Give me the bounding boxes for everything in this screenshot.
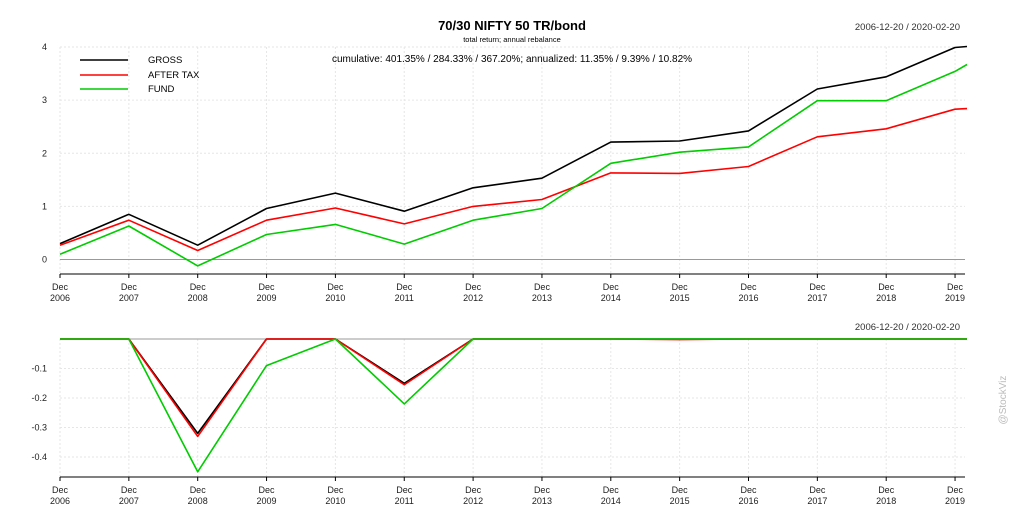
bottom-x-tick-label: 2008 (188, 496, 208, 506)
watermark: @StockViz (998, 376, 1009, 425)
chart-subtitle: total return; annual rebalance (463, 35, 561, 44)
bottom-series-gross (60, 338, 967, 435)
bottom-series-fund (60, 338, 967, 473)
chart-title: 70/30 NIFTY 50 TR/bond (438, 18, 586, 33)
bottom-y-tick-label: -0.3 (31, 423, 47, 433)
legend: GROSS AFTER TAX FUND (80, 55, 200, 95)
bottom-x-tick-label: 2015 (670, 496, 690, 506)
top-x-tick-label: 2011 (395, 293, 414, 303)
legend-label-after-tax: AFTER TAX (148, 70, 200, 81)
top-x-tick-label: 2018 (876, 293, 896, 303)
top-x-tick-label: Dec (465, 282, 482, 292)
top-y-tick-label: 3 (42, 95, 47, 105)
bottom-x-tick-label: Dec (809, 485, 826, 495)
top-y-tick-label: 1 (42, 201, 47, 211)
top-x-tick-label: Dec (121, 282, 138, 292)
bottom-x-tick-label: Dec (672, 485, 689, 495)
legend-label-gross: GROSS (148, 55, 182, 66)
top-x-tick-label: Dec (259, 282, 276, 292)
top-x-tick-label: Dec (534, 282, 551, 292)
bottom-x-tick-label: 2011 (395, 496, 414, 506)
legend-label-fund: FUND (148, 84, 175, 95)
bottom-x-tick-label: Dec (740, 485, 757, 495)
top-x-tick-label: Dec (878, 282, 895, 292)
bottom-x-tick-label: 2019 (945, 496, 965, 506)
bottom-x-tick-label: 2017 (807, 496, 827, 506)
top-axes: 01234Dec2006Dec2007Dec2008Dec2009Dec2010… (42, 42, 965, 303)
bottom-x-tick-label: 2016 (738, 496, 758, 506)
top-gridlines (59, 46, 965, 274)
top-x-tick-label: Dec (672, 282, 689, 292)
bottom-x-tick-label: Dec (52, 485, 69, 495)
top-x-tick-label: 2012 (463, 293, 483, 303)
top-x-tick-label: 2019 (945, 293, 965, 303)
bottom-x-tick-label: 2006 (50, 496, 70, 506)
bottom-x-tick-label: 2007 (119, 496, 139, 506)
bottom-x-tick-label: 2010 (325, 496, 345, 506)
top-x-tick-label: 2009 (257, 293, 277, 303)
cumulative-annotation: cumulative: 401.35% / 284.33% / 367.20%;… (332, 54, 692, 65)
top-x-tick-label: Dec (327, 282, 344, 292)
bottom-series-after-tax (60, 338, 967, 438)
top-x-tick-label: 2007 (119, 293, 139, 303)
top-x-tick-label: 2015 (670, 293, 690, 303)
bottom-x-tick-label: Dec (878, 485, 895, 495)
bottom-x-tick-label: 2013 (532, 496, 552, 506)
bottom-y-tick-label: -0.2 (31, 393, 47, 403)
bottom-x-tick-label: Dec (947, 485, 964, 495)
bottom-x-tick-label: 2009 (257, 496, 277, 506)
top-x-tick-label: Dec (396, 282, 413, 292)
bottom-x-tick-label: Dec (603, 485, 620, 495)
bottom-x-tick-label: Dec (259, 485, 276, 495)
top-x-tick-label: Dec (947, 282, 964, 292)
top-x-tick-label: 2014 (601, 293, 621, 303)
top-series-after-tax (59, 107, 968, 252)
top-x-tick-label: 2008 (188, 293, 208, 303)
bottom-gridlines (59, 339, 965, 477)
top-x-tick-label: Dec (190, 282, 207, 292)
bottom-axes: -0.1-0.2-0.3-0.4Dec2006Dec2007Dec2008Dec… (31, 338, 965, 506)
bottom-date-range: 2006-12-20 / 2020-02-20 (855, 322, 960, 333)
bottom-x-tick-label: Dec (396, 485, 413, 495)
top-x-tick-label: 2017 (807, 293, 827, 303)
top-date-range: 2006-12-20 / 2020-02-20 (855, 22, 960, 33)
bottom-x-tick-label: Dec (327, 485, 344, 495)
top-x-tick-label: 2013 (532, 293, 552, 303)
top-x-tick-label: Dec (809, 282, 826, 292)
top-x-tick-label: Dec (52, 282, 69, 292)
top-y-tick-label: 0 (42, 255, 47, 265)
top-x-tick-label: 2016 (738, 293, 758, 303)
bottom-y-tick-label: -0.4 (31, 452, 47, 462)
bottom-x-tick-label: 2012 (463, 496, 483, 506)
bottom-x-tick-label: 2018 (876, 496, 896, 506)
bottom-series-lines (60, 338, 967, 473)
bottom-x-tick-label: Dec (121, 485, 138, 495)
bottom-x-tick-label: Dec (534, 485, 551, 495)
top-series-fund (59, 63, 968, 267)
top-x-tick-label: 2010 (325, 293, 345, 303)
top-series-gross (59, 45, 968, 246)
top-x-tick-label: 2006 (50, 293, 70, 303)
top-x-tick-label: Dec (740, 282, 757, 292)
bottom-x-tick-label: 2014 (601, 496, 621, 506)
top-x-tick-label: Dec (603, 282, 620, 292)
bottom-y-tick-label: -0.1 (31, 364, 47, 374)
top-y-tick-label: 4 (42, 42, 47, 52)
top-y-tick-label: 2 (42, 148, 47, 158)
bottom-x-tick-label: Dec (190, 485, 207, 495)
bottom-x-tick-label: Dec (465, 485, 482, 495)
top-series-lines (59, 45, 968, 267)
